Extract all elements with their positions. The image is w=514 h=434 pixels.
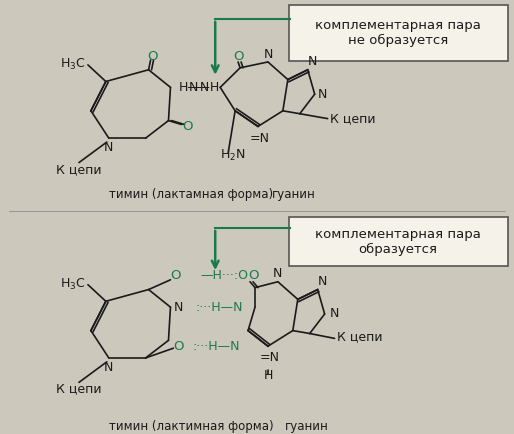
Text: H—N: H—N xyxy=(179,81,210,94)
Text: N: N xyxy=(329,307,339,320)
Text: К цепи: К цепи xyxy=(56,383,102,396)
Text: O: O xyxy=(173,340,183,353)
Text: гуанин: гуанин xyxy=(272,188,316,201)
Text: O: O xyxy=(182,120,193,133)
Text: тимин (лактамная форма): тимин (лактамная форма) xyxy=(109,188,273,201)
Text: N: N xyxy=(273,267,283,280)
Text: O: O xyxy=(233,49,243,62)
Text: комплементарная пара
образуется: комплементарная пара образуется xyxy=(315,228,481,256)
Text: H: H xyxy=(263,369,272,382)
Text: К цепи: К цепи xyxy=(329,112,375,125)
Text: H$_2$N: H$_2$N xyxy=(220,148,246,163)
Text: К цепи: К цепи xyxy=(56,163,102,176)
Text: N: N xyxy=(263,48,272,61)
Text: комплементарная пара
не образуется: комплементарная пара не образуется xyxy=(315,19,481,47)
Text: H$_3$C: H$_3$C xyxy=(60,57,86,72)
Text: O: O xyxy=(170,270,181,283)
Text: =N: =N xyxy=(260,352,280,365)
Text: N: N xyxy=(104,141,114,154)
Text: H$_3$C: H$_3$C xyxy=(60,277,86,292)
FancyBboxPatch shape xyxy=(289,217,508,266)
Text: =N: =N xyxy=(250,132,270,145)
Text: O: O xyxy=(148,49,158,62)
Text: К цепи: К цепи xyxy=(337,330,382,343)
Text: :···H—N: :···H—N xyxy=(195,301,243,314)
Text: N: N xyxy=(104,361,114,374)
Text: тимин (лактимная форма): тимин (лактимная форма) xyxy=(109,420,273,433)
Text: N: N xyxy=(318,88,327,101)
Text: O: O xyxy=(248,270,259,283)
Text: гуанин: гуанин xyxy=(285,420,328,433)
Text: :···H—N: :···H—N xyxy=(192,340,240,353)
Text: N: N xyxy=(308,56,317,69)
Text: —H···:O: —H···:O xyxy=(200,270,248,283)
Text: N: N xyxy=(318,275,327,288)
FancyBboxPatch shape xyxy=(289,5,508,61)
Text: N—H: N—H xyxy=(188,81,219,94)
Text: N: N xyxy=(174,301,183,314)
